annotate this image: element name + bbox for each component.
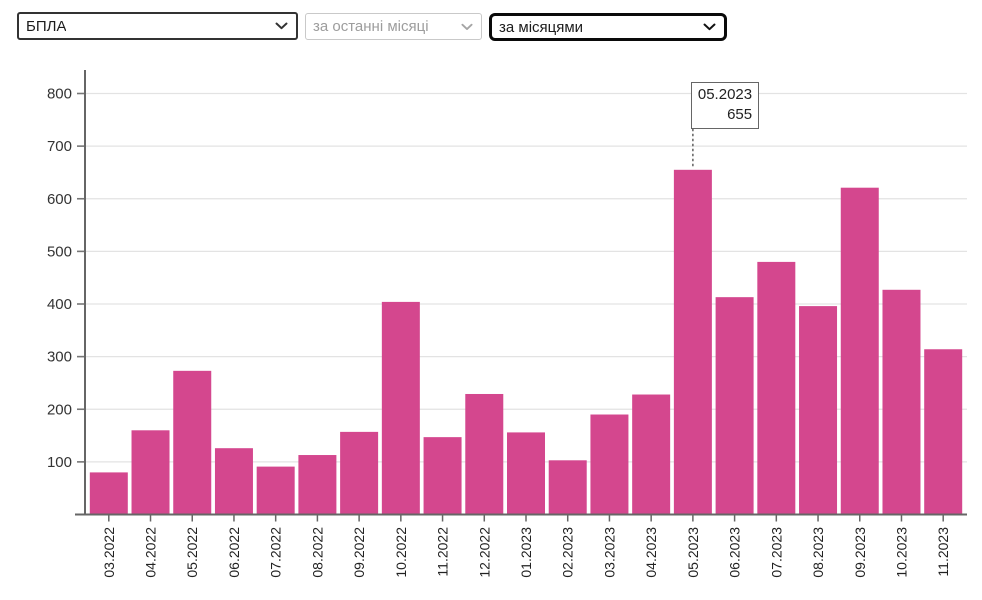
bar-06.2022[interactable] <box>214 448 253 515</box>
bar-10.2023[interactable] <box>882 289 921 515</box>
x-tick-label: 07.2023 <box>768 527 784 578</box>
bar-03.2022[interactable] <box>89 472 128 515</box>
x-tick-label: 04.2022 <box>143 527 159 578</box>
x-tick-label: 08.2023 <box>810 527 826 578</box>
x-tick-label: 09.2022 <box>351 527 367 578</box>
x-tick-label: 04.2023 <box>643 527 659 578</box>
x-tick-label: 11.2023 <box>935 527 951 577</box>
bar-07.2023[interactable] <box>757 261 796 515</box>
bar-05.2022[interactable] <box>173 370 212 515</box>
x-tick-label: 11.2022 <box>435 527 451 577</box>
x-tick-label: 03.2023 <box>601 527 617 578</box>
y-tick-label: 600 <box>47 191 72 208</box>
bar-06.2023[interactable] <box>715 297 754 515</box>
y-tick-label: 700 <box>47 138 72 155</box>
x-tick-label: 09.2023 <box>852 527 868 578</box>
y-tick-label: 200 <box>47 401 72 418</box>
bar-01.2023[interactable] <box>507 432 545 515</box>
y-tick-label: 400 <box>47 296 72 313</box>
y-tick-label: 500 <box>47 243 72 260</box>
y-tick-label: 100 <box>47 454 72 471</box>
y-tick-label: 300 <box>47 349 72 366</box>
bar-08.2023[interactable] <box>799 306 838 515</box>
x-tick-label: 06.2022 <box>226 527 242 578</box>
bar-02.2023[interactable] <box>548 460 587 515</box>
y-tick-label: 800 <box>47 86 72 103</box>
bar-07.2022[interactable] <box>256 466 295 515</box>
period-select-value: за останні місяці <box>313 18 429 35</box>
bar-12.2022[interactable] <box>465 393 504 515</box>
x-tick-label: 06.2023 <box>727 527 743 578</box>
chevron-down-icon <box>461 23 473 30</box>
bar-03.2023[interactable] <box>590 414 629 515</box>
x-tick-label: 05.2022 <box>184 527 200 578</box>
bar-09.2022[interactable] <box>340 431 379 515</box>
category-select[interactable]: БПЛА <box>17 12 298 40</box>
chevron-down-icon <box>703 23 716 31</box>
x-tick-label: 10.2022 <box>393 527 409 578</box>
bar-04.2023[interactable] <box>632 394 671 515</box>
category-select-value: БПЛА <box>26 17 67 35</box>
bar-11.2022[interactable] <box>423 437 462 515</box>
bar-05.2023[interactable] <box>673 169 712 515</box>
chevron-down-icon <box>275 22 288 30</box>
bar-08.2022[interactable] <box>298 455 337 515</box>
x-tick-label: 05.2023 <box>685 527 701 578</box>
x-tick-label: 07.2022 <box>268 527 284 578</box>
period-select[interactable]: за останні місяці <box>305 13 482 40</box>
x-tick-label: 01.2023 <box>518 527 534 578</box>
x-tick-label: 02.2023 <box>560 527 576 578</box>
bar-11.2023[interactable] <box>924 349 963 515</box>
x-tick-label: 03.2022 <box>101 527 117 578</box>
bar-09.2023[interactable] <box>840 187 879 515</box>
x-tick-label: 10.2023 <box>893 527 909 578</box>
tooltip-value: 655 <box>727 105 753 123</box>
tooltip-category: 05.2023 <box>697 85 753 103</box>
bar-10.2022[interactable] <box>381 301 420 515</box>
bar-04.2022[interactable] <box>131 430 170 515</box>
grouping-select[interactable]: за місяцями <box>489 13 727 41</box>
x-tick-label: 12.2022 <box>476 527 492 578</box>
x-tick-label: 08.2022 <box>309 527 325 578</box>
tooltip: 05.2023 655 <box>690 81 760 129</box>
grouping-select-value: за місяцями <box>499 18 584 36</box>
